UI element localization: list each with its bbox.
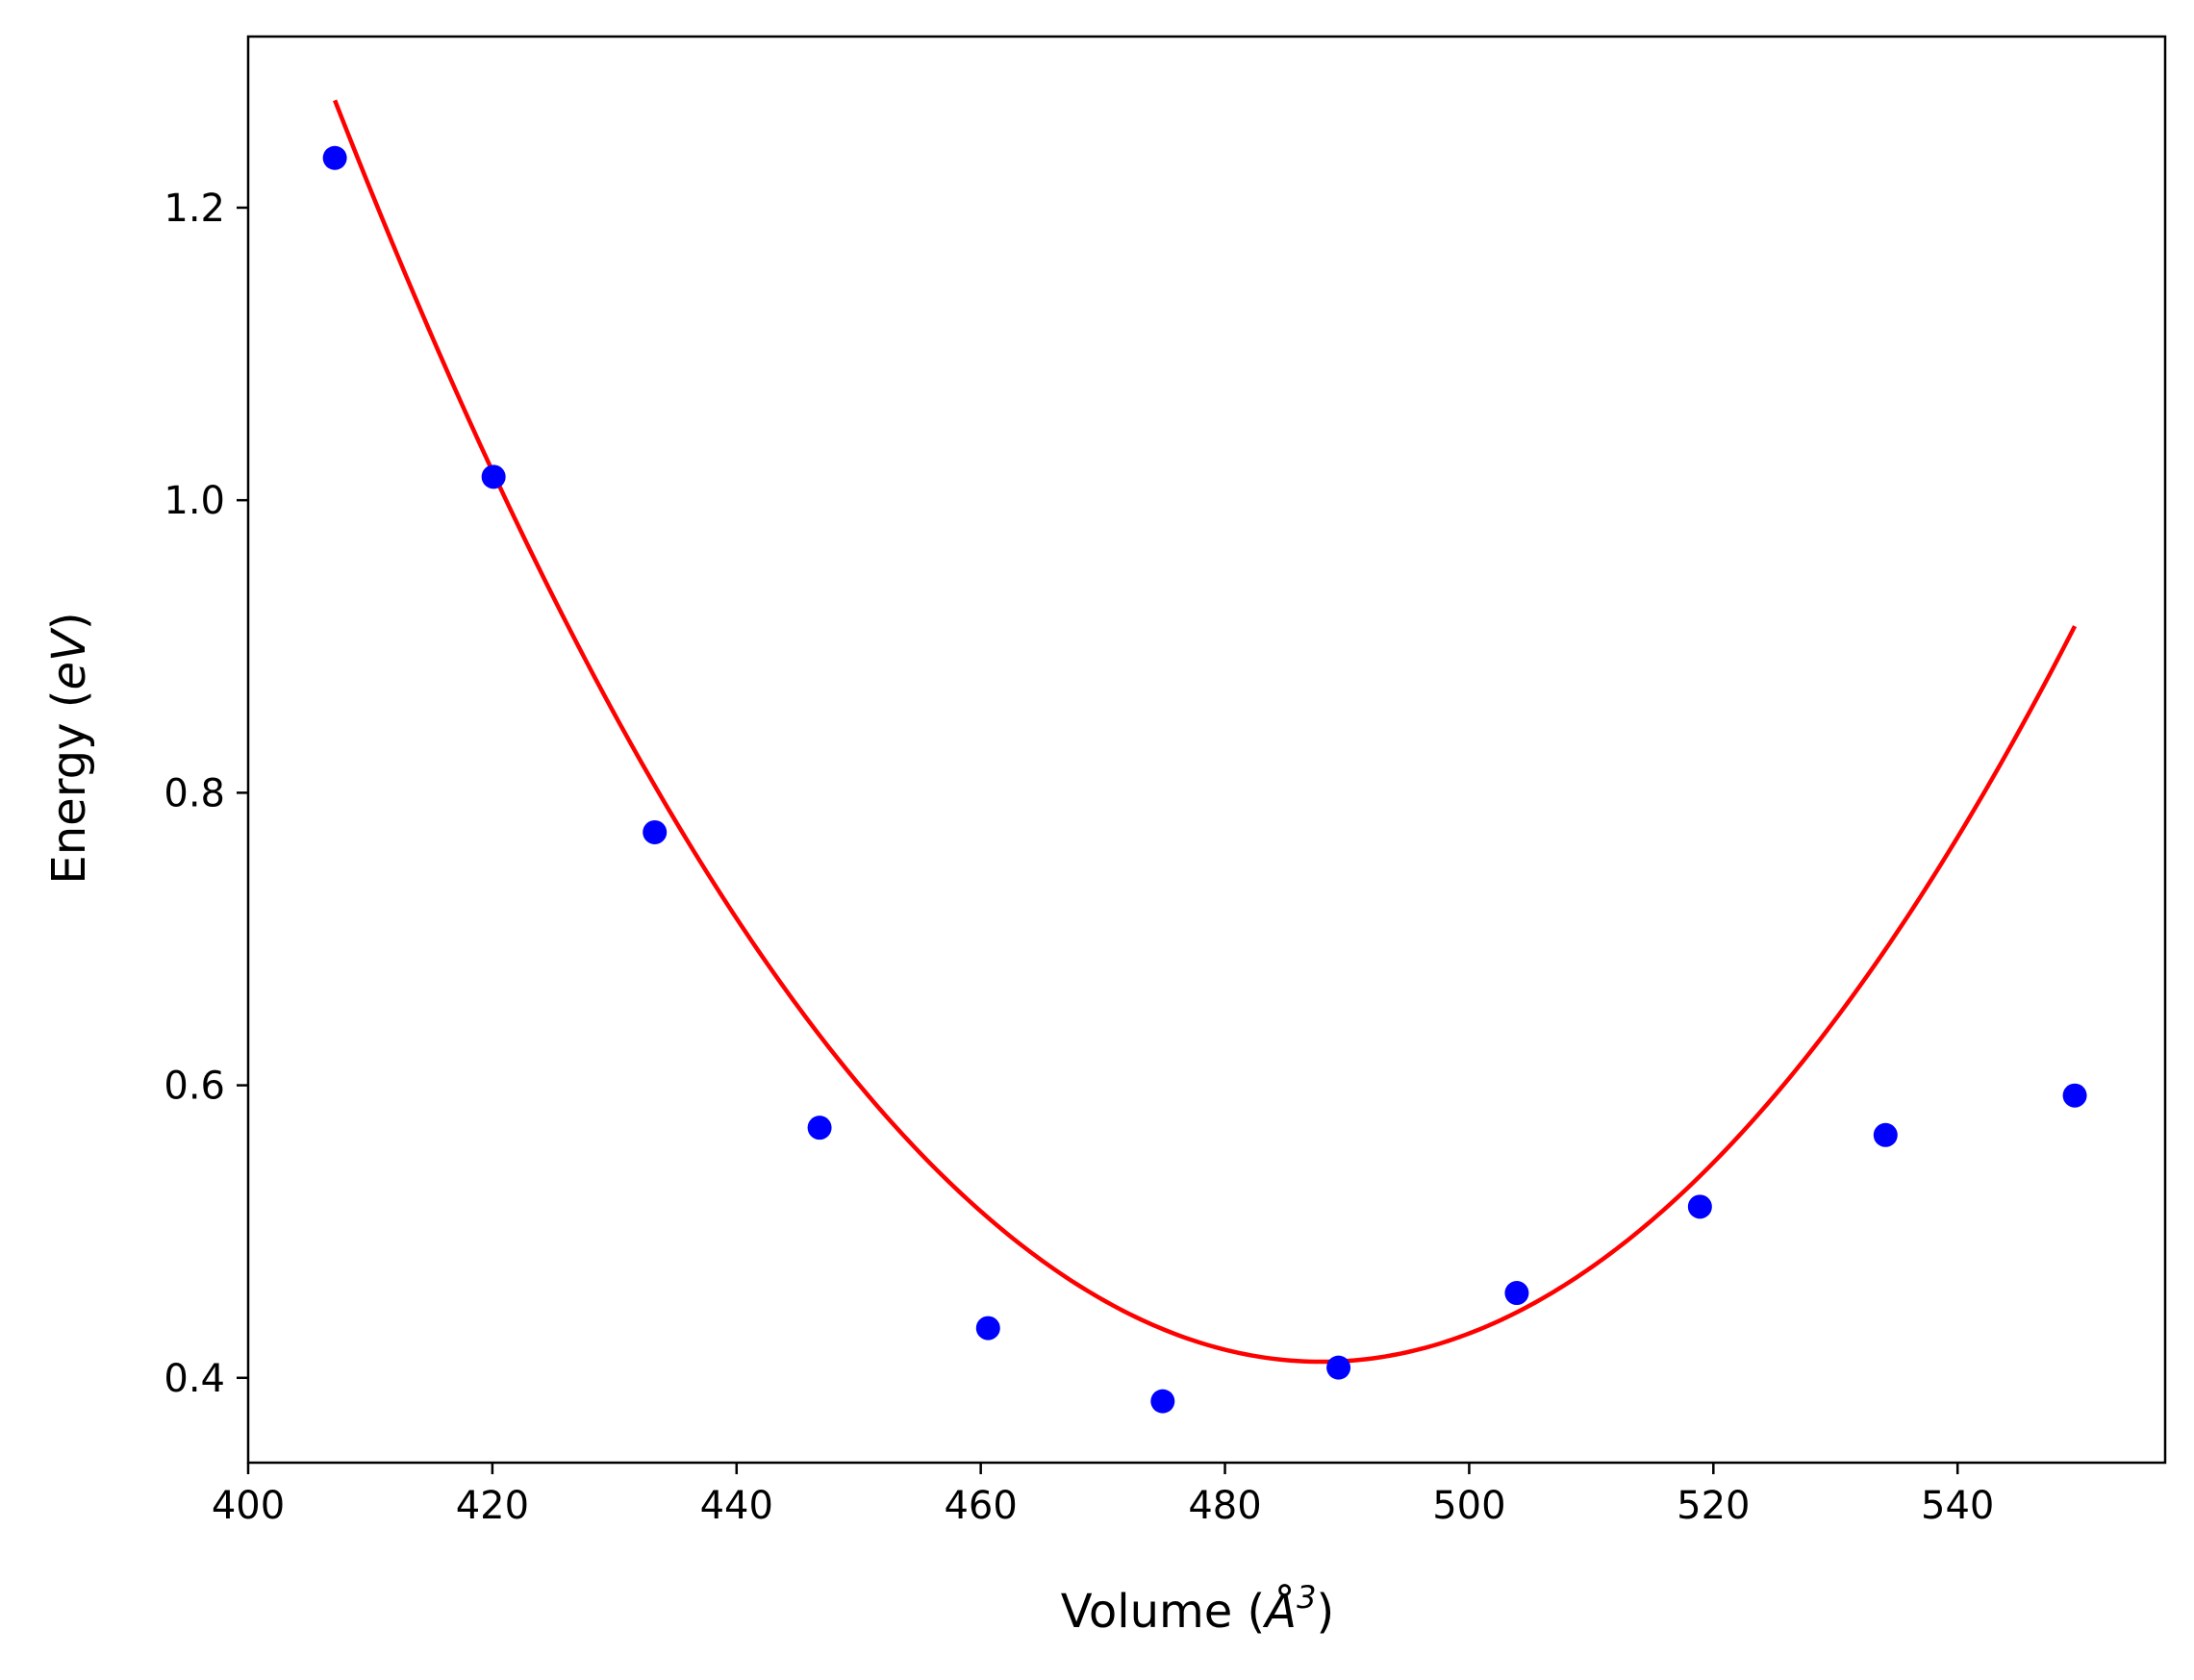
y-tick-label: 1.2 bbox=[164, 187, 225, 231]
y-axis-ticks: 0.4 0.6 0.8 1.0 1.2 bbox=[164, 187, 248, 1401]
data-point bbox=[1504, 1281, 1529, 1306]
data-point bbox=[1873, 1122, 1898, 1147]
x-tick-label: 420 bbox=[456, 1484, 529, 1528]
y-tick-label: 0.4 bbox=[164, 1357, 225, 1401]
x-tick-label: 440 bbox=[700, 1484, 773, 1528]
y-axis-label-close: ) bbox=[42, 612, 96, 630]
x-axis-label-symbol: Å bbox=[1262, 1584, 1297, 1639]
x-axis-label: Volume (Å3) bbox=[1061, 1579, 1334, 1639]
data-point bbox=[975, 1316, 1000, 1341]
plot-frame bbox=[246, 35, 2167, 1465]
y-tick-label: 1.0 bbox=[164, 479, 225, 523]
x-tick-label: 540 bbox=[1921, 1484, 1994, 1528]
y-axis-label-text: Energy ( bbox=[42, 690, 96, 885]
x-tick-label: 500 bbox=[1432, 1484, 1505, 1528]
data-point bbox=[1150, 1389, 1175, 1414]
data-point bbox=[807, 1116, 832, 1141]
x-axis-label-close: ) bbox=[1316, 1585, 1334, 1639]
x-axis-ticks: 400 420 440 460 480 500 520 540 bbox=[212, 1463, 1994, 1528]
fit-curve-layer bbox=[333, 99, 2078, 1365]
y-tick-label: 0.8 bbox=[164, 771, 225, 815]
x-tick-label: 400 bbox=[212, 1484, 285, 1528]
data-point bbox=[322, 145, 347, 170]
data-point bbox=[1687, 1194, 1712, 1219]
y-tick-label: 0.6 bbox=[164, 1065, 225, 1109]
x-tick-label: 460 bbox=[944, 1484, 1017, 1528]
y-axis-label-symbol: eV bbox=[42, 627, 96, 690]
data-point bbox=[481, 464, 506, 489]
data-points-layer bbox=[322, 145, 2087, 1414]
data-point bbox=[2062, 1083, 2087, 1108]
x-axis-label-text: Volume ( bbox=[1061, 1585, 1266, 1639]
y-axis-label: Energy (eV) bbox=[42, 612, 96, 884]
data-point bbox=[643, 819, 668, 844]
x-tick-label: 520 bbox=[1677, 1484, 1750, 1528]
x-axis-label-exponent: 3 bbox=[1297, 1579, 1316, 1616]
data-point bbox=[1326, 1355, 1351, 1380]
x-tick-label: 480 bbox=[1188, 1484, 1261, 1528]
fit-curve-line bbox=[333, 99, 2078, 1365]
